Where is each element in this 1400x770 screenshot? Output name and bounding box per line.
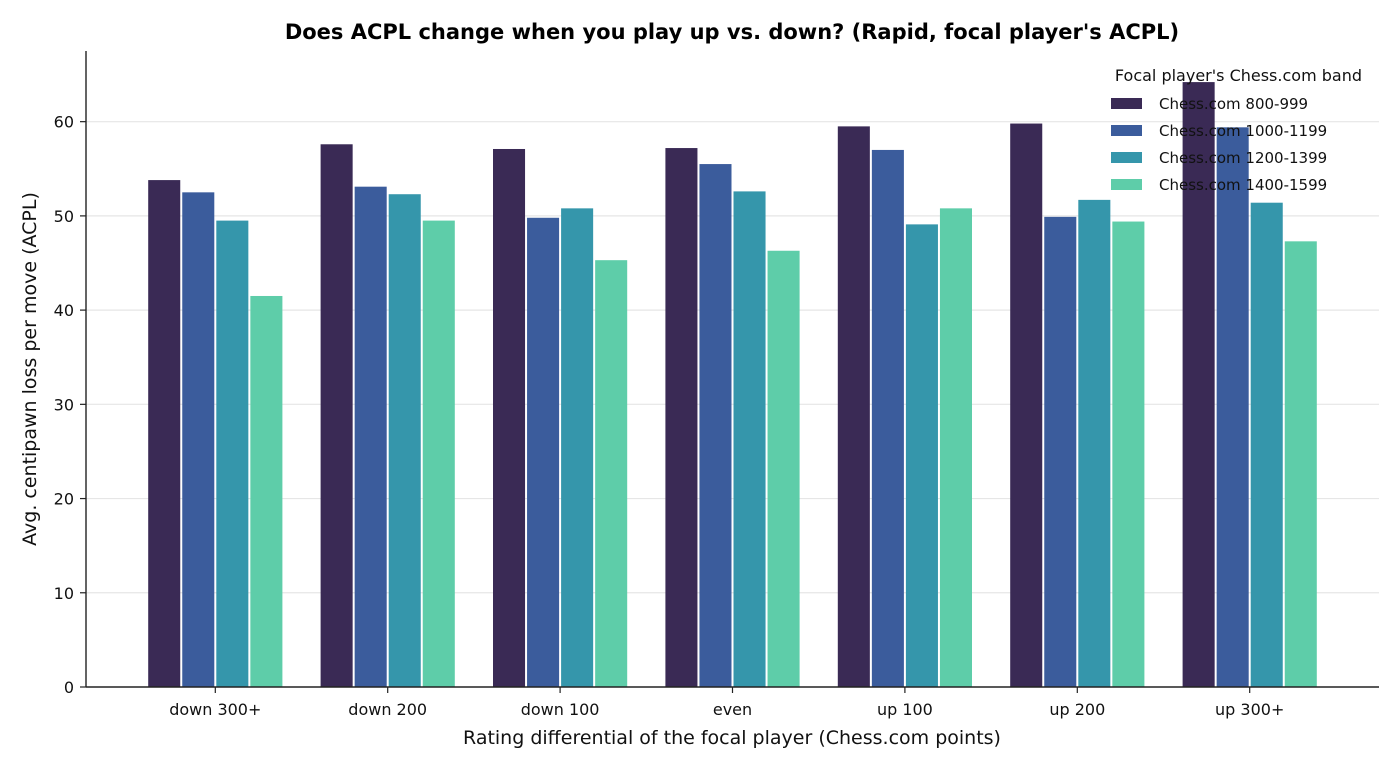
bar-6-0: [1182, 82, 1215, 688]
bar-0-3: [250, 295, 283, 687]
bar-5-2: [1078, 199, 1111, 688]
x-axis-label: Rating differential of the focal player …: [463, 727, 1001, 749]
y-tick-label: 0: [64, 678, 74, 697]
x-tick-label: up 200: [1049, 700, 1105, 719]
y-tick-label: 50: [54, 207, 74, 226]
bar-6-1: [1216, 127, 1249, 687]
bar-4-3: [939, 208, 972, 687]
bar-5-1: [1044, 216, 1077, 687]
legend-label: Chess.com 1400-1599: [1159, 176, 1327, 194]
bar-0-2: [216, 220, 249, 687]
y-tick-label: 20: [54, 490, 74, 509]
bar-5-3: [1112, 221, 1145, 687]
bar-1-2: [388, 194, 421, 687]
gridlines: [86, 121, 1379, 594]
bar-1-0: [320, 144, 353, 687]
legend: Focal player's Chess.com band Chess.com …: [1111, 66, 1362, 194]
y-tick-label: 30: [54, 395, 74, 414]
bars: [148, 82, 1317, 688]
x-tick-label: even: [713, 700, 752, 719]
bar-1-3: [422, 220, 455, 687]
bar-2-2: [561, 208, 594, 687]
bar-6-3: [1284, 241, 1317, 687]
legend-label: Chess.com 1000-1199: [1159, 122, 1327, 140]
bar-4-2: [905, 224, 938, 687]
legend-label: Chess.com 1200-1399: [1159, 149, 1327, 167]
bar-3-1: [699, 164, 732, 688]
legend-swatch: [1111, 179, 1142, 190]
x-tick-label: down 300+: [169, 700, 261, 719]
x-ticks: down 300+ down 200 down 100 even up 100 up 20…: [169, 687, 1284, 719]
bar-3-3: [767, 250, 800, 688]
bar-2-3: [595, 260, 628, 687]
bar-3-0: [665, 148, 698, 687]
legend-title: Focal player's Chess.com band: [1115, 66, 1362, 85]
x-tick-label: up 300+: [1215, 700, 1284, 719]
bar-5-0: [1010, 123, 1043, 688]
bar-1-1: [354, 186, 387, 687]
y-tick-label: 60: [54, 113, 74, 132]
bar-4-0: [837, 126, 870, 687]
bar-2-1: [527, 217, 560, 688]
y-tick-label: 40: [54, 301, 74, 320]
legend-swatch: [1111, 98, 1142, 109]
bar-0-1: [182, 192, 215, 688]
legend-swatch: [1111, 125, 1142, 136]
y-tick-label: 10: [54, 584, 74, 603]
x-tick-label: down 200: [348, 700, 427, 719]
y-ticks: 0 10 20 30 40 50 60: [54, 113, 86, 697]
x-tick-label: down 100: [521, 700, 600, 719]
legend-label: Chess.com 800-999: [1159, 95, 1308, 113]
y-axis-label: Avg. centipawn loss per move (ACPL): [19, 192, 41, 546]
bar-3-2: [733, 191, 766, 687]
chart-title: Does ACPL change when you play up vs. do…: [285, 20, 1179, 44]
bar-4-1: [871, 149, 904, 687]
bar-0-0: [148, 180, 181, 687]
bar-2-0: [493, 148, 526, 688]
legend-swatch: [1111, 152, 1142, 163]
bar-6-2: [1250, 202, 1283, 687]
x-tick-label: up 100: [877, 700, 933, 719]
